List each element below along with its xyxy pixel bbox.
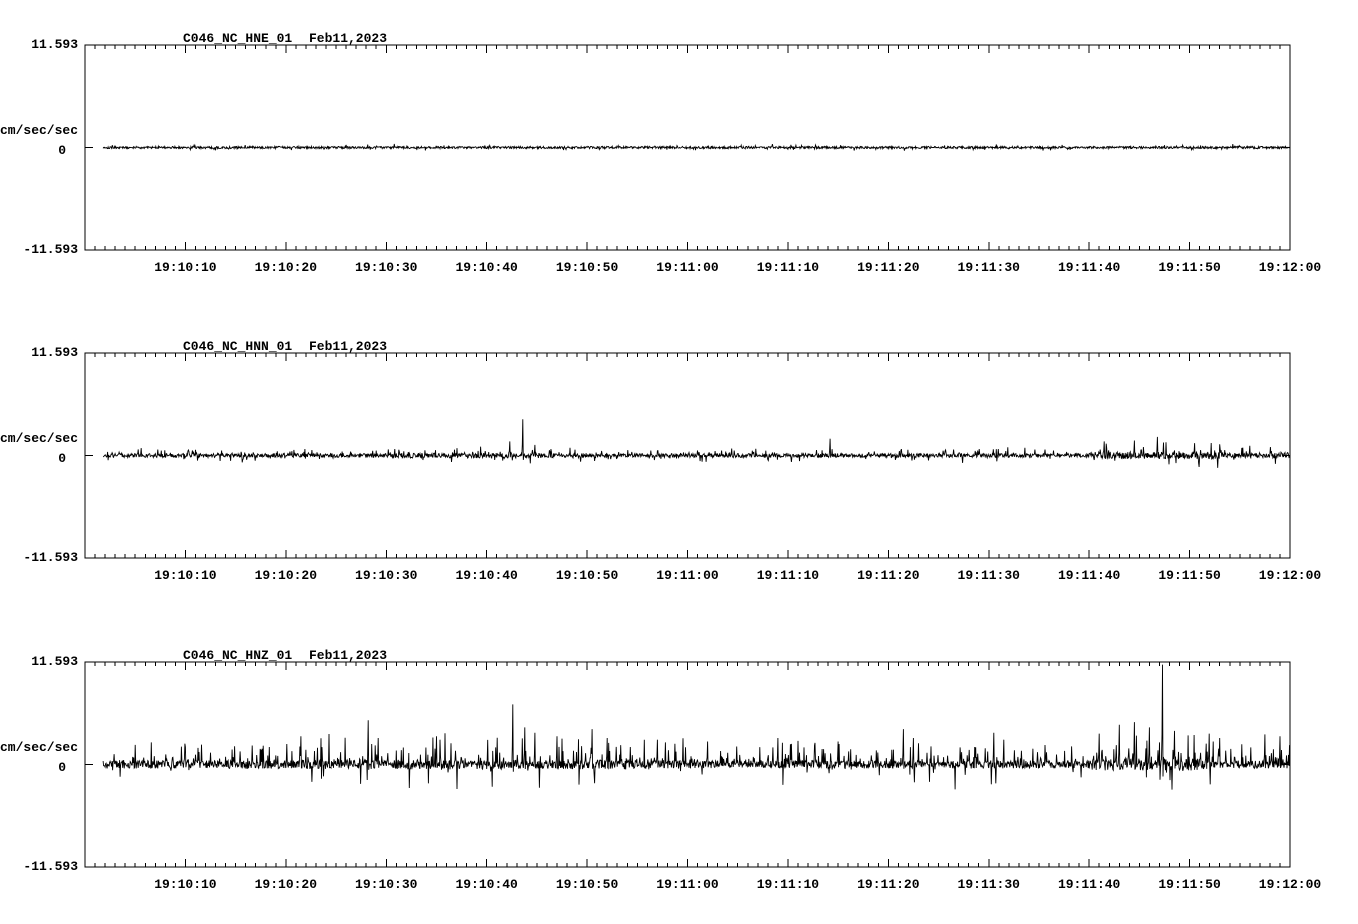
y-tick-min-label: -11.593 — [23, 859, 78, 874]
y-axis-unit-label: cm/sec/sec — [0, 123, 79, 138]
seismogram-chart-hne: C046_NC_HNE_01 Feb11,2023 11.593 cm/sec/… — [0, 0, 1358, 300]
x-tick-label: 19:11:10 — [756, 568, 820, 583]
x-tick-label: 19:12:00 — [1258, 568, 1322, 583]
x-tick-label: 19:11:20 — [857, 568, 920, 583]
x-tick-label: 19:10:20 — [254, 260, 318, 275]
y-tick-min-label: -11.593 — [23, 550, 78, 565]
x-tick-label: 19:11:50 — [1158, 260, 1221, 275]
x-tick-label: 19:10:50 — [555, 877, 619, 892]
x-tick-label: 19:11:40 — [1057, 877, 1121, 892]
x-tick-label: 19:11:30 — [957, 260, 1020, 275]
y-tick-max-label: 11.593 — [31, 345, 78, 360]
x-tick-label: 19:10:30 — [355, 568, 418, 583]
x-tick-label: 19:12:00 — [1258, 260, 1322, 275]
waveform-trace — [102, 143, 1291, 152]
y-tick-zero-label: 0 — [58, 143, 66, 158]
x-tick-label: 19:10:40 — [455, 877, 518, 892]
y-axis-unit-label: cm/sec/sec — [0, 740, 79, 755]
chart-title: C046_NC_HNN_01 — [183, 339, 293, 354]
x-tick-label: 19:10:30 — [355, 877, 418, 892]
y-tick-zero-label: 0 — [58, 451, 66, 466]
x-axis-labels: 19:10:10 19:10:20 19:10:30 19:10:40 19:10:50… — [0, 261, 1358, 275]
waveform-plot — [84, 44, 1291, 251]
y-tick-max-label: 11.593 — [31, 654, 78, 669]
chart-title: C046_NC_HNE_01 — [183, 31, 293, 46]
x-tick-label: 19:10:40 — [455, 568, 518, 583]
x-tick-label: 19:10:20 — [254, 877, 318, 892]
x-tick-label: 19:10:50 — [555, 568, 619, 583]
axis-ticks — [84, 661, 1291, 868]
y-tick-min-label: -11.593 — [23, 242, 78, 257]
x-tick-label: 19:11:20 — [857, 260, 920, 275]
axis-ticks — [84, 44, 1291, 251]
chart-date: Feb11,2023 — [309, 31, 388, 46]
x-tick-label: 19:11:00 — [656, 260, 719, 275]
x-tick-label: 19:11:30 — [957, 568, 1020, 583]
y-axis-unit-label: cm/sec/sec — [0, 431, 79, 446]
waveform-plot — [84, 661, 1291, 868]
x-tick-label: 19:11:20 — [857, 877, 920, 892]
x-tick-label: 19:10:50 — [555, 260, 619, 275]
x-tick-label: 19:10:10 — [154, 877, 217, 892]
x-axis-labels: 19:10:10 19:10:20 19:10:30 19:10:40 19:10:50… — [0, 569, 1358, 583]
x-tick-label: 19:11:50 — [1158, 877, 1221, 892]
x-tick-label: 19:10:30 — [355, 260, 418, 275]
x-tick-label: 19:11:40 — [1057, 260, 1121, 275]
waveform-trace — [102, 664, 1291, 790]
x-tick-label: 19:11:10 — [756, 260, 820, 275]
chart-date: Feb11,2023 — [309, 339, 388, 354]
x-tick-label: 19:11:40 — [1057, 568, 1121, 583]
y-tick-zero-label: 0 — [58, 760, 66, 775]
x-tick-label: 19:11:30 — [957, 877, 1020, 892]
chart-date: Feb11,2023 — [309, 648, 388, 663]
x-tick-label: 19:10:40 — [455, 260, 518, 275]
x-tick-label: 19:12:00 — [1258, 877, 1322, 892]
x-tick-label: 19:10:10 — [154, 260, 217, 275]
x-tick-label: 19:11:00 — [656, 568, 719, 583]
chart-title: C046_NC_HNZ_01 — [183, 648, 293, 663]
x-tick-label: 19:10:20 — [254, 568, 318, 583]
x-axis-labels: 19:10:10 19:10:20 19:10:30 19:10:40 19:10:50… — [0, 878, 1358, 892]
y-tick-max-label: 11.593 — [31, 37, 78, 52]
x-tick-label: 19:11:00 — [656, 877, 719, 892]
seismogram-chart-hnn: C046_NC_HNN_01 Feb11,2023 11.593 cm/sec/… — [0, 308, 1358, 608]
waveform-plot — [84, 352, 1291, 559]
seismogram-chart-hnz: C046_NC_HNZ_01 Feb11,2023 11.593 cm/sec/… — [0, 617, 1358, 917]
axis-ticks — [84, 352, 1291, 559]
x-tick-label: 19:10:10 — [154, 568, 217, 583]
x-tick-label: 19:11:10 — [756, 877, 820, 892]
waveform-trace — [102, 419, 1291, 468]
x-tick-label: 19:11:50 — [1158, 568, 1221, 583]
